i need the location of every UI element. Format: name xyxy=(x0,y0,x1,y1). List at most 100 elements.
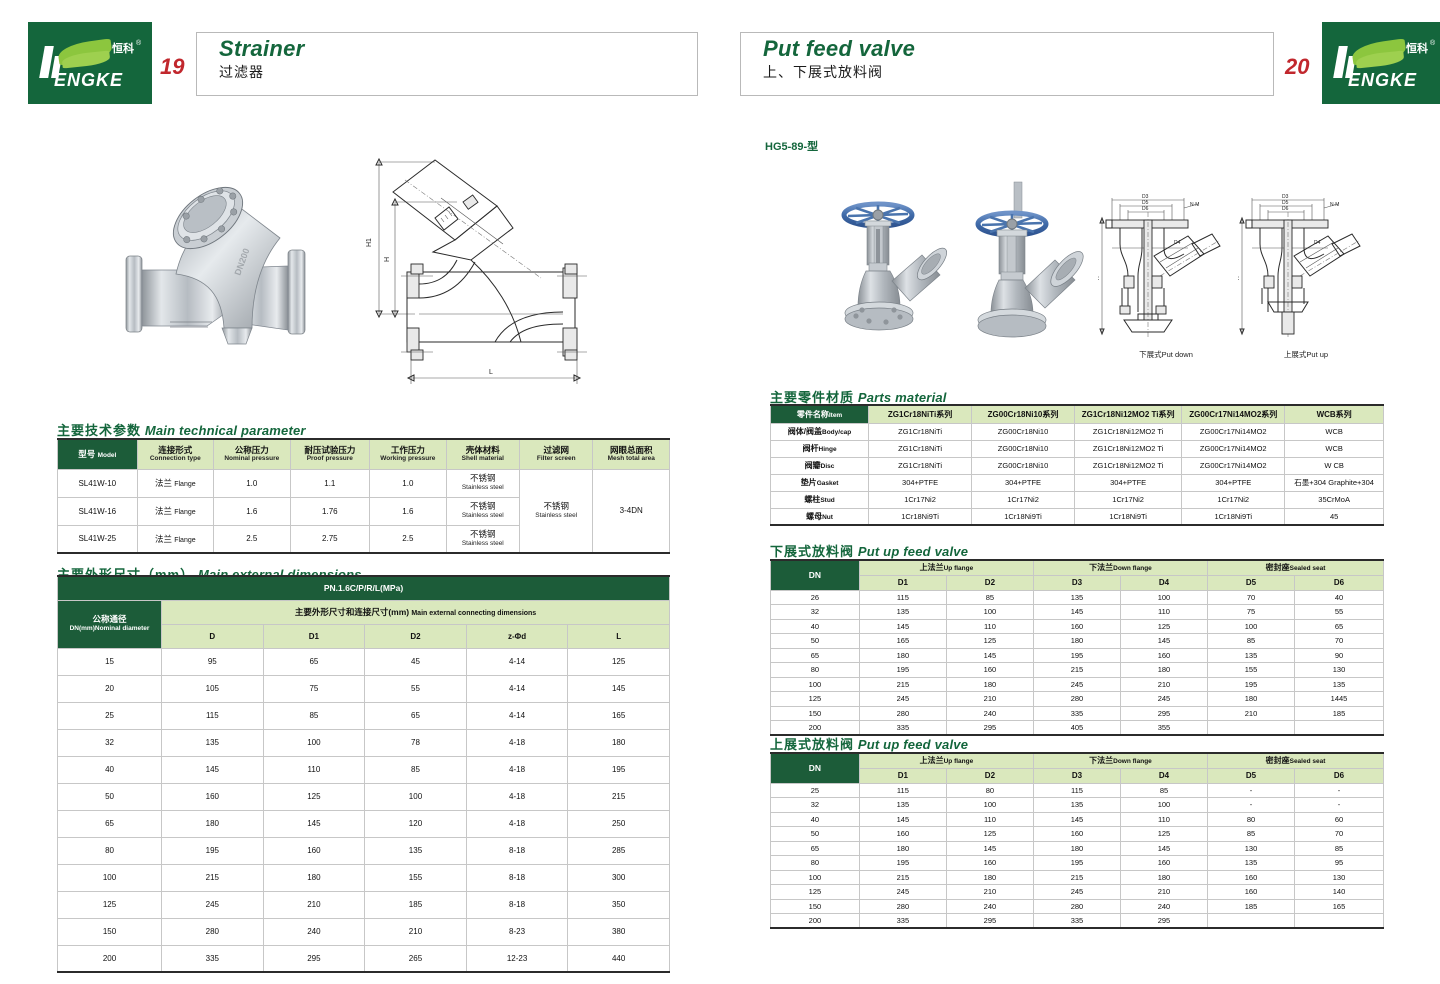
cell-valve-dim: 110 xyxy=(945,811,1034,827)
th-dn: DN xyxy=(770,559,860,591)
cell-valve-dim: 130 xyxy=(1294,662,1384,678)
put-feed-valve-photo-1 xyxy=(836,185,961,350)
strainer-technical-drawing: H1 H L xyxy=(345,152,615,397)
cell-valve-dim: 110 xyxy=(1119,811,1209,827)
put-feed-valve-photo-2 xyxy=(965,180,1090,350)
cell-dimension: 210 xyxy=(364,917,467,946)
cell-shell: 不锈钢 Stainless steel xyxy=(445,468,521,498)
cell-dimension: 160 xyxy=(262,836,366,865)
table-row: 200 335 295 405 355 xyxy=(770,720,1384,736)
cell-valve-dim: 135 xyxy=(1032,589,1121,605)
th-filter-screen-cn: 过滤网 xyxy=(543,444,569,455)
table-row: 15 95 65 45 4-14 125 xyxy=(56,647,670,676)
th-up-flange: 上法兰Up flange xyxy=(858,752,1034,769)
table-row: 100 215 180 215 180 160 130 xyxy=(770,869,1384,885)
title-box-right: Put feed valve 上、下展式放料阀 xyxy=(740,32,1274,96)
svg-text:D6: D6 xyxy=(1282,206,1289,212)
logo-chinese-name: 恒科 xyxy=(1406,43,1428,55)
logo-registered-icon: ® xyxy=(136,40,142,47)
section-title-cn: 上展式放料阀 xyxy=(770,737,855,752)
cell-model: SL41W-10 xyxy=(57,468,138,498)
cell-valve-dim: 125 xyxy=(1119,826,1209,842)
cell-material: 1Cr17Ni2 xyxy=(971,490,1076,509)
cell-material: 35CrMoA xyxy=(1284,490,1384,509)
table-row: 40 145 110 85 4-18 195 xyxy=(56,755,670,784)
table-header-row-sub: D1 D2 D3 D4 D5 D6 xyxy=(771,767,1384,784)
cell-valve-dim: 200 xyxy=(770,720,860,736)
th-d4: D4 xyxy=(1119,574,1209,591)
th-nominal-diameter-en: DN(mm)Nominal diameter xyxy=(69,625,150,633)
cell-valve-dim: 180 xyxy=(1206,691,1296,707)
cell-valve-dim: - xyxy=(1206,782,1296,798)
cell-dimension: 115 xyxy=(161,701,264,730)
table-row: 200 335 295 265 12-23 440 xyxy=(56,944,670,973)
th-dim-d2: D2 xyxy=(364,623,467,649)
svg-text:D4: D4 xyxy=(1174,240,1181,246)
cell-connection: 法兰 Flange xyxy=(136,468,215,498)
cell-valve-dim: 80 xyxy=(770,662,860,678)
th-model-en: Model xyxy=(97,452,117,460)
th-proof-pressure-cn: 耐压试验压力 xyxy=(304,444,356,455)
cell-dimension: 200 xyxy=(56,944,163,973)
section-title-parts-material: 主要零件材质 Parts material xyxy=(770,387,947,406)
table-row: 阀杆Hinge ZG1Cr18NiTi ZG00Cr18Ni10 ZG1Cr18Ni1… xyxy=(769,439,1384,458)
cell-valve-dim: 160 xyxy=(1206,869,1296,885)
cell-material: 304+PTFE xyxy=(1181,473,1286,492)
table-row: 垫片Gasket 304+PTFE 304+PTFE 304+PTFE 304+PTFE… xyxy=(769,473,1384,492)
table-row: 25 115 80 115 85- - xyxy=(770,782,1384,798)
cell-valve-dim: 130 xyxy=(1206,840,1296,856)
cell-dimension: 4-18 xyxy=(465,755,569,784)
cell-valve-dim: 145 xyxy=(1032,604,1121,620)
cell-valve-dim: 245 xyxy=(1032,676,1121,692)
th-up-flange: 上法兰Up flange xyxy=(858,559,1034,576)
cell-valve-dim: 110 xyxy=(1119,604,1209,620)
table-row: 65 180 145 120 4-18 250 xyxy=(56,809,670,838)
cell-valve-dim: 245 xyxy=(858,884,947,900)
cell-dimension: 40 xyxy=(56,755,163,784)
section-title-en: Put up feed valve xyxy=(857,544,969,559)
cell-valve-dim: 100 xyxy=(770,869,860,885)
cell-valve-dim: 145 xyxy=(1119,840,1209,856)
th-series-1: ZG1Cr18NiTi系列 xyxy=(868,404,973,424)
table-row: SL41W-25 法兰 Flange 2.5 2.75 2.5 不锈钢 Stai… xyxy=(57,524,670,554)
page-title-left-en: Strainer xyxy=(219,36,305,61)
cell-valve-dim: 150 xyxy=(770,898,860,914)
table-down-feed-valve: DN 上法兰Up flange 下法兰Down flange 密封座Sealed… xyxy=(770,559,1384,736)
cell-dimension: 195 xyxy=(161,836,264,865)
cell-valve-dim: 75 xyxy=(1206,604,1296,620)
cell-valve-dim: 195 xyxy=(1032,647,1121,663)
cell-material: ZG1Cr18Ni12MO2 Ti xyxy=(1074,456,1183,475)
th-working-pressure-cn: 工作压力 xyxy=(390,444,425,455)
cell-part-item: 螺母Nut xyxy=(769,507,870,526)
table-header-row-group: DN 上法兰Up flange 下法兰Down flange 密封座Sealed… xyxy=(770,752,1384,784)
table-row: 阀体/阀盖Body/cap ZG1Cr18NiTi ZG00Cr18Ni10 ZG1C… xyxy=(769,422,1384,441)
cell-dimension: 75 xyxy=(262,674,366,703)
th-d5: D5 xyxy=(1206,574,1296,591)
table-row: SL41W-10 法兰 Flange 1.0 1.1 1.0 不锈钢 Stain… xyxy=(57,468,670,554)
cell-dimension: 85 xyxy=(262,701,366,730)
th-d5: D5 xyxy=(1206,767,1296,784)
cell-nominal: 1.6 xyxy=(213,496,291,526)
cell-material: 石墨+304 Graphite+304 xyxy=(1284,473,1384,492)
cell-valve-dim: 210 xyxy=(1119,676,1209,692)
svg-text:D5: D5 xyxy=(1142,200,1149,206)
table-header-row: 零件名称Item ZG1Cr18NiTi系列 ZG00Cr18Ni10系列 ZG… xyxy=(769,404,1384,424)
cell-valve-dim: 65 xyxy=(770,840,860,856)
cell-valve-dim: 240 xyxy=(1119,898,1209,914)
brand-logo-left: 恒科 ® ENGKE xyxy=(28,22,152,104)
table-row: 150 280 240 280 240 185 165 xyxy=(770,898,1384,914)
th-proof-pressure-en: Proof pressure xyxy=(306,455,353,463)
cell-dimension: 80 xyxy=(56,836,163,865)
table-row: 螺母Nut 1Cr18Ni9Ti 1Cr18Ni9Ti 1Cr18Ni9Ti 1Cr18… xyxy=(769,507,1384,526)
cell-nominal: 1.0 xyxy=(213,468,291,498)
cell-valve-dim: 1445 xyxy=(1294,691,1384,707)
table-row: 100 215 180 245 210 195 135 xyxy=(770,676,1384,692)
th-down-flange: 下法兰Down flange xyxy=(1032,752,1209,769)
cell-valve-dim: 125 xyxy=(945,826,1034,842)
cell-valve-dim: 160 xyxy=(945,855,1034,871)
caption-put-up: 上展式Put up xyxy=(1283,350,1329,359)
cell-valve-dim: 215 xyxy=(858,869,947,885)
cell-valve-dim: 100 xyxy=(945,604,1034,620)
cell-valve-dim: 115 xyxy=(858,589,947,605)
table-row: 125 245 210 185 8-18 350 xyxy=(56,890,670,919)
